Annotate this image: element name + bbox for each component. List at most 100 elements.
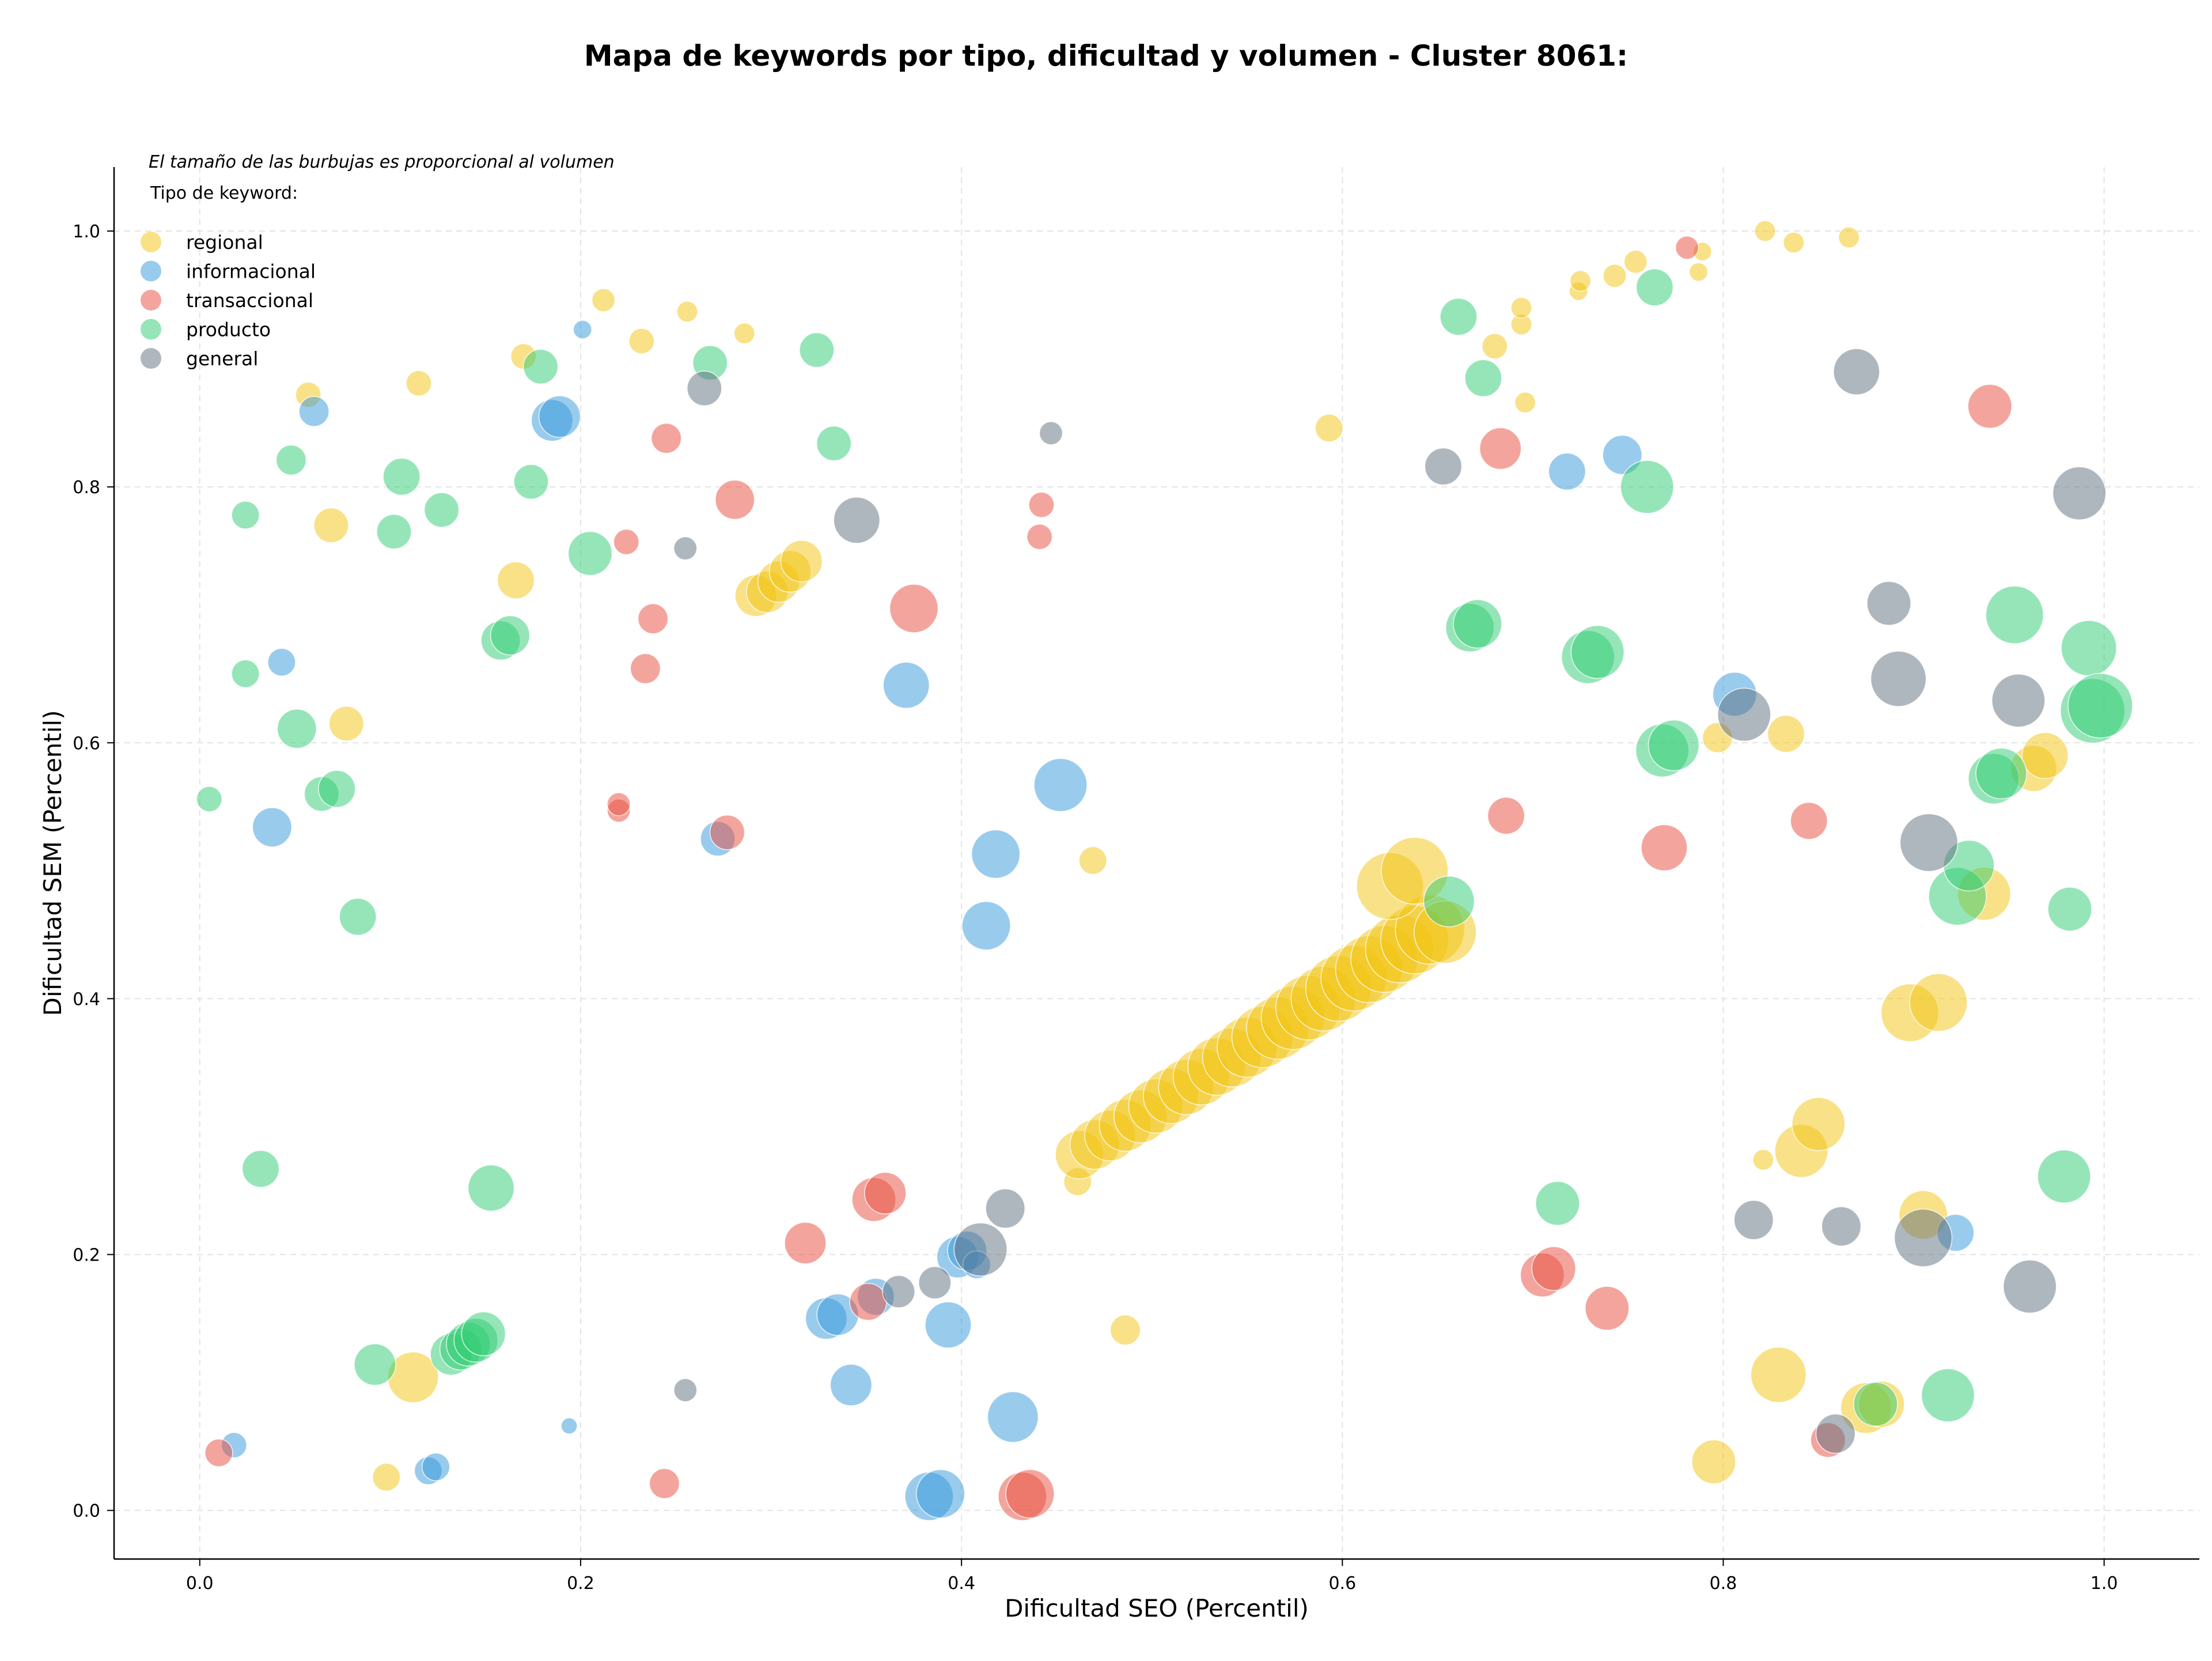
informacional-bubble — [267, 648, 296, 677]
general-bubble — [1815, 1413, 1856, 1454]
general-bubble — [1893, 1208, 1953, 1267]
regional-bubble — [780, 540, 823, 582]
producto-bubble — [816, 425, 852, 461]
regional-bubble — [1078, 846, 1108, 875]
producto-bubble — [231, 501, 260, 529]
producto-bubble — [1921, 1368, 1975, 1422]
legend-label-transaccional: transaccional — [186, 289, 313, 312]
producto-bubble — [275, 444, 307, 476]
general-bubble — [1424, 447, 1463, 486]
general-bubble — [673, 536, 698, 561]
producto-bubble — [1635, 268, 1674, 307]
y-axis-label: Dificultad SEM (Percentil) — [39, 710, 67, 1016]
informacional-bubble — [987, 1391, 1039, 1443]
general-bubble — [673, 1378, 698, 1402]
regional-bubble — [2021, 732, 2069, 780]
legend-label-general: general — [186, 347, 258, 370]
producto-bubble — [1620, 460, 1675, 514]
regional-bubble — [1767, 714, 1805, 753]
producto-bubble — [567, 531, 613, 576]
regional-bubble — [328, 706, 365, 741]
regional-bubble — [1510, 297, 1532, 319]
producto-bubble — [1464, 359, 1502, 398]
axes — [113, 167, 2199, 1560]
x-tick-label: 0.6 — [1328, 1573, 1356, 1594]
producto-bubble — [2067, 673, 2133, 739]
regional-bubble — [1109, 1314, 1141, 1346]
transaccional-bubble — [1026, 524, 1053, 550]
producto-bubble — [1853, 1382, 1898, 1427]
x-tick-label: 0.8 — [1710, 1573, 1737, 1594]
legend-label-regional: regional — [186, 231, 263, 253]
x-tick-label: 0.4 — [948, 1573, 975, 1594]
regional-bubble — [1750, 1346, 1807, 1403]
regional-bubble — [591, 288, 616, 312]
producto-bubble — [513, 464, 549, 500]
producto-bubble — [1440, 298, 1478, 336]
producto-bubble — [2047, 887, 2092, 932]
general-bubble — [1899, 813, 1959, 872]
general-bubble — [918, 1266, 952, 1300]
regional-bubble — [1754, 220, 1776, 242]
informacional-bubble — [1033, 758, 1088, 812]
producto-bubble — [423, 492, 460, 528]
legend-title: Tipo de keyword: — [150, 183, 298, 203]
transaccional-bubble — [864, 1172, 907, 1214]
transaccional-bubble — [1028, 491, 1055, 518]
general-bubble — [687, 370, 722, 406]
producto-bubble — [276, 709, 317, 749]
x-axis-label: Dificultad SEO (Percentil) — [1005, 1594, 1309, 1622]
x-tick-label: 1.0 — [2090, 1573, 2118, 1594]
regional-bubble — [1514, 391, 1536, 414]
producto-bubble — [354, 1343, 396, 1386]
size-note: El tamaño de las burbujas es proporciona… — [149, 152, 615, 172]
y-tick-label: 0.2 — [73, 1246, 100, 1266]
producto-bubble — [382, 457, 421, 496]
transaccional-bubble — [1967, 384, 2013, 429]
producto-bubble — [799, 332, 835, 368]
producto-bubble — [1985, 585, 2044, 644]
regional-bubble — [1603, 264, 1627, 288]
general-bubble — [833, 497, 881, 544]
producto-bubble — [522, 349, 559, 385]
x-ticks: 0.0 0.2 0.4 0.6 0.8 1.0 — [186, 1559, 2118, 1594]
regional-bubble — [497, 561, 535, 599]
informacional-bubble — [298, 396, 329, 427]
transaccional-bubble — [1487, 797, 1525, 835]
informacional-bubble — [916, 1469, 965, 1519]
x-tick-label: 0.0 — [186, 1573, 214, 1594]
informacional-bubble — [882, 661, 930, 709]
general-bubble — [1866, 581, 1911, 626]
transaccional-bubble — [607, 792, 631, 816]
transaccional-bubble — [1790, 801, 1828, 840]
informacional-bubble — [925, 1301, 972, 1349]
transaccional-bubble — [630, 653, 661, 684]
transaccional-bubble — [709, 814, 745, 850]
regional-bubble — [1838, 226, 1860, 248]
regional-bubble — [1783, 232, 1805, 253]
producto-bubble — [376, 514, 412, 550]
legend-marker-general — [141, 348, 161, 369]
transaccional-bubble — [649, 1468, 680, 1499]
regional-bubble — [406, 370, 432, 397]
general-bubble — [985, 1188, 1025, 1229]
transaccional-bubble — [1585, 1286, 1630, 1331]
legend-label-informacional: informacional — [186, 260, 316, 283]
y-tick-label: 1.0 — [73, 222, 100, 242]
regional-bubble — [1569, 270, 1592, 292]
informacional-bubble — [573, 320, 593, 339]
producto-bubble — [1453, 599, 1502, 649]
producto-bubble — [1975, 747, 2027, 800]
general-bubble — [953, 1222, 1007, 1277]
general-bubble — [1870, 650, 1927, 707]
regional-bubble — [628, 328, 655, 354]
regional-bubble — [1691, 1439, 1736, 1484]
regional-bubble — [372, 1463, 401, 1492]
producto-bubble — [1570, 625, 1625, 679]
general-bubble — [1833, 348, 1880, 396]
legend-marker-transaccional — [141, 290, 161, 311]
transaccional-bubble — [1675, 236, 1699, 260]
regional-bubble — [1623, 249, 1648, 274]
general-bubble — [1717, 687, 1771, 742]
